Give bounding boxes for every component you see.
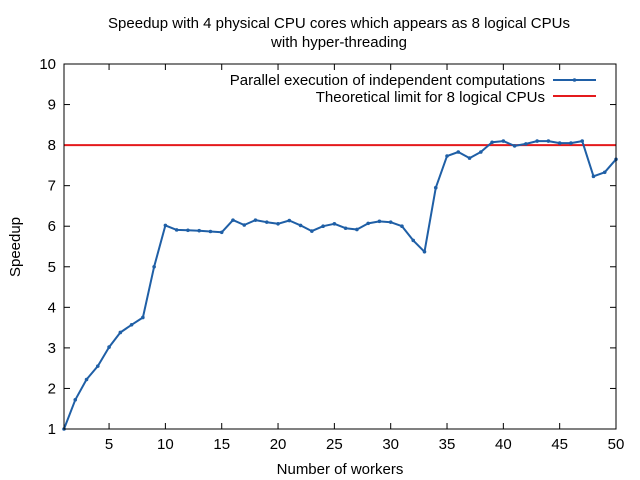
speedup-point [152, 264, 156, 269]
x-tick-label: 35 [439, 436, 456, 453]
speedup-point [569, 141, 573, 145]
speedup-point [557, 141, 562, 145]
y-tick-label: 8 [48, 137, 56, 154]
speedup-point [602, 170, 607, 175]
speedup-point [118, 330, 123, 335]
y-axis-label: Speedup [7, 217, 24, 277]
speedup-point [524, 142, 528, 146]
speedup-point [242, 223, 247, 227]
y-tick-label: 2 [48, 380, 56, 397]
speedup-point [95, 364, 100, 368]
plot-frame [63, 63, 617, 430]
speedup-point [490, 140, 494, 145]
x-tick-label: 20 [270, 436, 287, 453]
y-tick-label: 5 [48, 259, 56, 276]
speedup-point [264, 220, 269, 224]
speedup-point [411, 238, 416, 243]
x-tick-label: 45 [551, 436, 568, 453]
speedup-point [186, 228, 190, 233]
speedup-point [310, 229, 314, 233]
speedup-point [253, 218, 258, 222]
speedup-line [63, 140, 617, 430]
x-tick-label: 5 [105, 436, 113, 453]
x-tick-label: 15 [213, 436, 230, 453]
speedup-point [298, 223, 303, 228]
x-tick-label: 40 [495, 436, 512, 453]
speedup-point [141, 315, 145, 320]
speedup-point [377, 219, 382, 224]
chart-title-line-2: with hyper-threading [270, 34, 407, 51]
x-tick-label: 50 [608, 436, 625, 453]
speedup-point [467, 156, 472, 160]
speedup-point [84, 377, 89, 382]
speedup-point [591, 174, 596, 179]
y-tick-label: 10 [39, 56, 56, 73]
y-tick-label: 1 [48, 421, 56, 438]
speedup-point [287, 218, 292, 223]
x-tick-label: 30 [382, 436, 399, 453]
speedup-point [433, 185, 438, 190]
legend-marker-speedup [572, 78, 577, 82]
x-axis-label: Number of workers [277, 461, 404, 478]
speedup-point [422, 249, 427, 254]
speedup-point [388, 220, 393, 224]
speedup-point [343, 226, 348, 231]
chart-title-line-1: Speedup with 4 physical CPU cores which … [108, 15, 570, 32]
legend-label-limit: Theoretical limit for 8 logical CPUs [316, 89, 545, 106]
speedup-point [400, 224, 404, 229]
speedup-point [219, 230, 224, 235]
speedup-point [231, 218, 235, 222]
legend-label-speedup: Parallel execution of independent comput… [230, 72, 545, 89]
x-tick-label: 10 [157, 436, 174, 453]
speedup-point [197, 228, 201, 233]
speedup-point [163, 223, 168, 228]
speedup-point [512, 144, 517, 148]
speedup-point [332, 221, 337, 226]
speedup-point [355, 227, 359, 232]
speedup-point [456, 150, 461, 154]
x-tick-label: 25 [326, 436, 343, 453]
y-tick-label: 3 [48, 340, 56, 357]
speedup-point [479, 150, 483, 154]
speedup-point [321, 224, 325, 229]
speedup-point [208, 229, 213, 234]
speedup-point [445, 154, 449, 158]
speedup-point [501, 139, 506, 143]
speedup-point [366, 221, 370, 226]
y-tick-label: 9 [48, 97, 56, 114]
speedup-point [107, 345, 111, 349]
y-tick-label: 4 [48, 299, 56, 316]
speedup-point [535, 139, 539, 143]
speedup-point [73, 398, 78, 402]
speedup-point [580, 139, 585, 143]
legend: Parallel execution of independent comput… [230, 72, 596, 106]
y-tick-label: 7 [48, 178, 56, 195]
y-tick-label: 6 [48, 218, 56, 235]
speedup-point [129, 322, 134, 327]
series-group [62, 139, 618, 431]
speedup-point [546, 139, 551, 143]
speedup-point [174, 228, 179, 232]
speedup-point [276, 221, 280, 226]
